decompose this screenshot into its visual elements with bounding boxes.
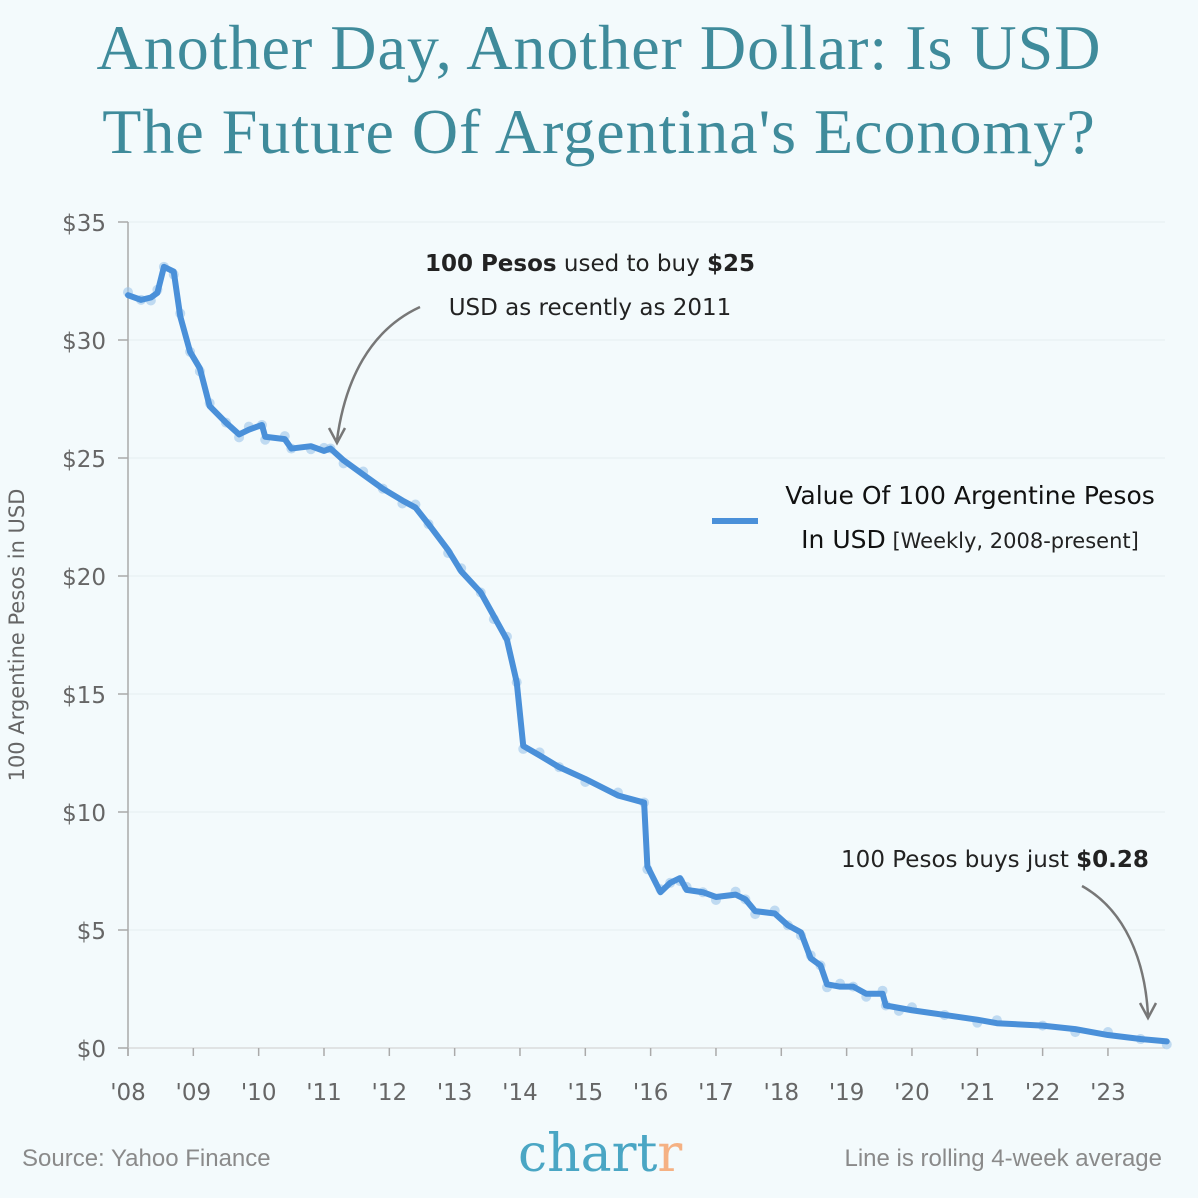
source-text: Source: Yahoo Finance	[22, 1145, 271, 1172]
x-tick-label: '11	[306, 1080, 342, 1106]
y-tick-label: $30	[62, 329, 106, 355]
x-tick-label: '16	[633, 1080, 669, 1106]
legend-title-2: In USD	[801, 525, 886, 554]
x-tick-label: '20	[894, 1080, 930, 1106]
chartr-logo: chartr	[518, 1124, 682, 1184]
y-tick-label: $0	[77, 1037, 106, 1063]
legend-title: Value Of 100 Argentine Pesos	[785, 481, 1155, 510]
x-tick-label: '08	[110, 1080, 146, 1106]
title-line-1: Another Day, Another Dollar: Is USD	[96, 12, 1102, 83]
y-tick-label: $25	[62, 447, 106, 473]
annotation-bottom-value: $0.28	[1076, 847, 1149, 873]
x-tick-label: '22	[1025, 1080, 1061, 1106]
annotation-bottom: 100 Pesos buys just $0.28	[820, 838, 1170, 882]
y-tick-label: $10	[62, 801, 106, 827]
title-line-2: The Future Of Argentina's Economy?	[102, 96, 1096, 167]
y-tick-label: $35	[62, 211, 106, 237]
annotation-top-text: used to buy	[556, 251, 708, 277]
footnote-text: Line is rolling 4-week average	[844, 1145, 1162, 1172]
annotation-top-line2: USD as recently as 2011	[448, 295, 732, 321]
annotation-top: 100 Pesos used to buy $25 USD as recentl…	[400, 242, 780, 330]
annotation-arrow-top	[335, 305, 421, 441]
x-tick-label: '12	[372, 1080, 408, 1106]
x-tick-label: '19	[829, 1080, 865, 1106]
y-tick-label: $5	[77, 919, 106, 945]
series-line	[125, 263, 1170, 1045]
annotation-top-bold: 100 Pesos	[424, 251, 557, 277]
y-tick-label: $20	[62, 565, 106, 591]
y-axis-label: 100 Argentine Pesos in USD	[5, 489, 29, 782]
legend-note: [Weekly, 2008-present]	[885, 529, 1139, 553]
x-tick-label: '21	[959, 1080, 995, 1106]
annotation-arrowhead-bottom	[1138, 1002, 1158, 1021]
legend: Value Of 100 Argentine Pesos In USD [Wee…	[760, 474, 1180, 563]
x-tick-label: '23	[1090, 1080, 1126, 1106]
annotation-top-value: $25	[707, 251, 756, 277]
annotation-arrow-bottom	[1081, 884, 1150, 1016]
x-tick-label: '10	[241, 1080, 277, 1106]
logo-accent: r	[657, 1124, 683, 1184]
annotation-bottom-text: 100 Pesos buys just	[841, 847, 1077, 873]
x-tick-label: '13	[437, 1080, 473, 1106]
logo-main: chart	[518, 1124, 658, 1184]
x-tick-label: '14	[502, 1080, 538, 1106]
x-tick-label: '17	[698, 1080, 734, 1106]
x-tick-label: '09	[176, 1080, 212, 1106]
x-tick-label: '15	[568, 1080, 604, 1106]
annotation-arrowhead-top	[327, 427, 347, 446]
x-tick-label: '18	[764, 1080, 800, 1106]
y-tick-label: $15	[62, 683, 106, 709]
